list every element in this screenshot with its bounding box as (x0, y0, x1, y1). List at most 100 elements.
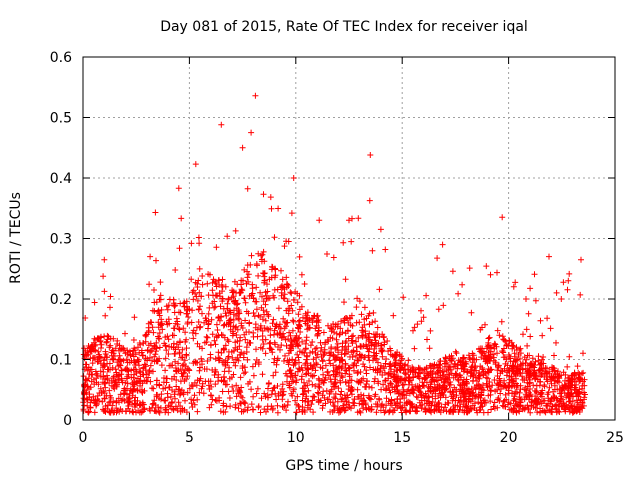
data-point (316, 384, 323, 391)
data-point (487, 398, 494, 405)
data-point (275, 205, 282, 212)
data-point (320, 329, 327, 336)
data-point (289, 317, 296, 324)
data-point (206, 304, 213, 311)
data-point (341, 317, 347, 324)
data-point (241, 295, 248, 302)
data-point (355, 334, 362, 341)
data-point (446, 382, 453, 388)
data-point (413, 404, 420, 411)
data-point (242, 299, 249, 306)
data-point (107, 398, 114, 405)
data-point (220, 409, 227, 416)
data-point (541, 383, 548, 390)
data-point (336, 331, 343, 338)
data-point (209, 396, 216, 403)
data-point (205, 378, 212, 385)
data-point (114, 337, 121, 344)
data-point (509, 377, 516, 384)
data-point (293, 338, 299, 345)
data-point (314, 332, 321, 339)
data-point (101, 256, 108, 263)
data-point (353, 304, 360, 311)
data-point (284, 402, 291, 408)
data-point (203, 333, 210, 340)
data-point (155, 319, 162, 326)
data-point (265, 326, 272, 333)
data-point (354, 393, 361, 400)
data-point (208, 383, 215, 390)
data-point (457, 358, 464, 365)
data-point (343, 338, 350, 345)
data-point (213, 283, 220, 290)
data-point (512, 372, 519, 379)
data-point (346, 364, 353, 371)
data-point (495, 362, 502, 369)
data-point (162, 355, 169, 362)
data-point (292, 372, 299, 379)
data-point (543, 370, 550, 377)
data-point (414, 321, 421, 328)
data-point (339, 357, 346, 364)
data-point (567, 378, 574, 385)
data-point (332, 356, 339, 363)
data-point (299, 367, 306, 374)
data-point (366, 395, 373, 402)
data-point (328, 324, 335, 331)
data-point (286, 384, 293, 391)
data-point (295, 354, 302, 361)
data-point (304, 322, 311, 328)
data-point (547, 325, 554, 332)
data-point (236, 351, 243, 358)
data-point (158, 306, 165, 313)
data-point (527, 333, 534, 340)
data-point (345, 343, 352, 350)
data-point (494, 396, 501, 403)
data-point (190, 327, 197, 334)
data-point (333, 336, 340, 343)
data-point (83, 361, 90, 368)
data-point (475, 399, 482, 406)
data-point (310, 315, 317, 322)
data-point (269, 320, 276, 327)
data-point (544, 315, 551, 322)
data-point (115, 372, 122, 379)
data-point (109, 356, 116, 363)
data-point (564, 392, 571, 399)
data-point (409, 374, 416, 380)
data-point (484, 384, 491, 391)
data-point (207, 342, 214, 349)
data-point (118, 367, 125, 374)
data-point (205, 325, 211, 332)
data-point (238, 320, 245, 327)
data-point (446, 374, 453, 381)
data-point (284, 378, 290, 385)
data-point (167, 403, 174, 410)
data-point (213, 334, 220, 341)
data-point (540, 365, 547, 372)
data-point (233, 289, 239, 296)
data-point (261, 390, 268, 397)
data-point (331, 381, 338, 388)
data-points (80, 92, 588, 416)
data-point (255, 361, 262, 368)
data-point (319, 405, 326, 412)
data-point (434, 383, 441, 390)
data-point (321, 394, 328, 401)
data-point (531, 397, 538, 404)
data-point (525, 389, 532, 396)
data-point (325, 338, 332, 345)
data-point (415, 373, 422, 380)
data-point (494, 327, 501, 334)
data-point (172, 395, 178, 402)
data-point (164, 321, 171, 328)
data-point (423, 292, 430, 299)
data-point (169, 362, 176, 369)
data-point (454, 402, 461, 409)
data-point (254, 385, 261, 392)
data-point (244, 407, 251, 414)
data-point (342, 362, 349, 368)
data-point (133, 370, 140, 377)
data-point (461, 391, 468, 398)
data-point (151, 287, 157, 293)
